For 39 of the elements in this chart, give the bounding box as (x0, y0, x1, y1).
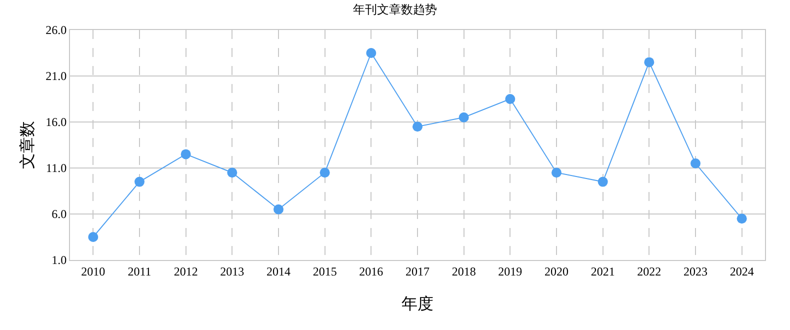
y-tick-label: 11.0 (46, 161, 67, 176)
point (180, 149, 191, 160)
x-tick-label: 2010 (81, 264, 106, 278)
point (458, 112, 469, 122)
point (505, 94, 516, 104)
x-tick-label: 2014 (266, 264, 290, 278)
x-tick-label: 2016 (359, 264, 384, 278)
x-tick-label: 2019 (498, 264, 522, 278)
x-tick-label: 2015 (312, 264, 337, 278)
point (736, 214, 747, 224)
y-tick-label: 26.0 (46, 23, 67, 38)
x-tick-label: 2024 (730, 264, 754, 278)
x-tick-label: 2020 (544, 264, 568, 278)
y-tick-label: 1.0 (52, 253, 67, 268)
point (320, 168, 330, 178)
point (274, 204, 284, 214)
point (690, 158, 700, 168)
point (366, 48, 376, 58)
y-tick-label: 6.0 (52, 207, 67, 222)
y-tick-label: 21.0 (46, 69, 67, 84)
point (88, 232, 98, 242)
x-tick-label: 2011 (128, 264, 152, 278)
x-axis-title: 年度 (402, 295, 434, 314)
y-axis-title: 文章数 (18, 121, 36, 169)
x-tick-label: 2012 (174, 264, 198, 278)
x-tick-label: 2018 (452, 264, 476, 278)
point (552, 168, 562, 178)
point (644, 57, 654, 68)
point (227, 168, 238, 178)
x-tick-label: 2022 (637, 264, 662, 278)
y-tick-label: 16.0 (46, 115, 67, 130)
point (134, 176, 144, 187)
x-tick-label: 2017 (406, 264, 430, 278)
x-tick-label: 2013 (220, 264, 244, 278)
point (412, 122, 422, 132)
point (598, 176, 608, 187)
x-tick-label: 2023 (684, 264, 708, 278)
chart-title: 年刊文章数趋势 (353, 2, 437, 16)
x-tick-label: 2021 (590, 264, 615, 278)
